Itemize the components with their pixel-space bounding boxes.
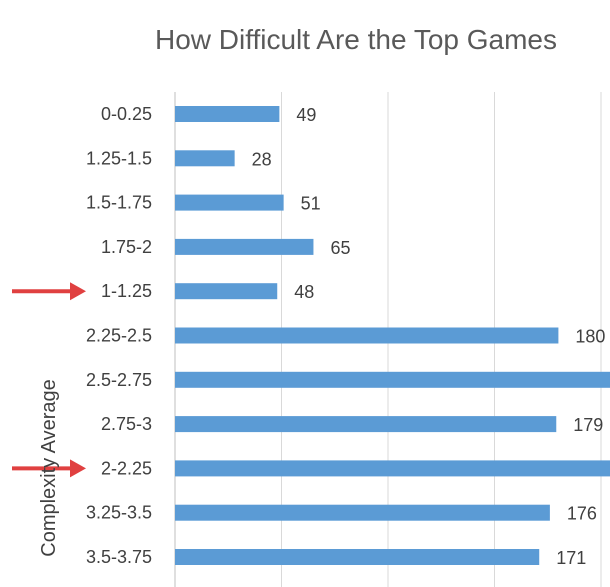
tick-label-1.5-1.75: 1.5-1.75 [86,193,152,213]
bar-2.5-2.75 [175,371,610,388]
tick-label-3.5-3.75: 3.5-3.75 [86,547,152,567]
bars [175,106,610,565]
data-label-1.25-1.5: 28 [252,149,272,169]
bar-1.75-2 [175,238,314,255]
tick-label-2.75-3: 2.75-3 [101,414,152,434]
tick-label-2-2.25: 2-2.25 [101,458,152,478]
data-label-1.5-1.75: 51 [301,194,321,214]
arrow-head [70,282,86,301]
bar-1.5-1.75 [175,194,284,211]
tick-label-1-1.25: 1-1.25 [101,281,152,301]
arrow-annotation-2-2.25 [12,459,86,478]
data-label-2.75-3: 179 [573,415,603,435]
data-label-1-1.25: 48 [294,282,314,302]
bar-1-1.25 [175,283,278,300]
bar-2-2.25 [175,460,610,477]
data-label-3.25-3.5: 176 [567,504,597,524]
bar-3.5-3.75 [175,549,540,565]
tick-label-0-0.25: 0-0.25 [101,104,152,124]
tick-label-1.75-2: 1.75-2 [101,237,152,257]
data-labels: 49 28 51 65 48 180 179 176 171 [252,105,606,568]
bar-1.25-1.5 [175,150,235,167]
annotations [12,282,86,478]
chart-title: How Difficult Are the Top Games [155,24,557,55]
bar-2.25-2.5 [175,327,559,344]
y-axis-title: Complexity Average [38,379,60,557]
data-label-1.75-2: 65 [330,238,350,258]
category-tick-labels: 0-0.25 1.25-1.5 1.5-1.75 1.75-2 1-1.25 2.25-2… [86,104,152,567]
tick-label-2.5-2.75: 2.5-2.75 [86,370,152,390]
tick-label-1.25-1.5: 1.25-1.5 [86,148,152,168]
arrow-head [70,459,86,478]
arrow-annotation-1-1.25 [12,282,86,301]
data-label-0-0.25: 49 [296,105,316,125]
tick-label-3.25-3.5: 3.25-3.5 [86,503,152,523]
tick-label-2.25-2.5: 2.25-2.5 [86,326,152,346]
bar-0-0.25 [175,106,280,122]
data-label-3.5-3.75: 171 [556,548,586,568]
bar-2.75-3 [175,416,557,433]
data-label-2.25-2.5: 180 [575,327,605,347]
bar-3.25-3.5 [175,504,550,521]
